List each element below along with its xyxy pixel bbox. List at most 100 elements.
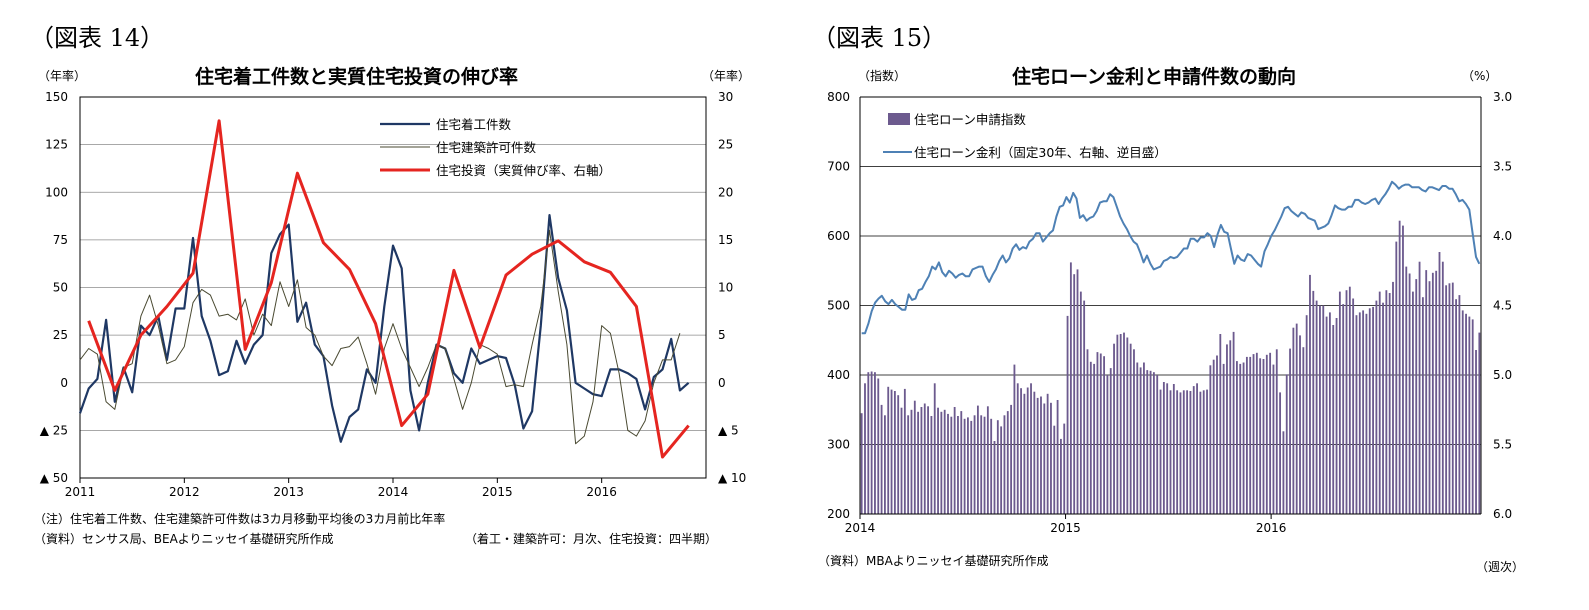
y-tick-right: 5.0 [1493,368,1512,382]
bar [930,416,933,514]
legend-swatch-bar [888,113,910,125]
bar [1348,286,1351,514]
x-tick-label: 2011 [65,485,96,499]
bar [1305,315,1308,514]
bar [920,407,923,514]
bar [1352,298,1355,514]
chart-title-right: 住宅ローン金利と申請件数の動向 [1012,66,1297,88]
bar [1176,390,1179,514]
bar [976,405,979,514]
y-tick-left: 500 [827,299,850,313]
y-tick-right: 3.0 [1493,90,1512,104]
bar [1043,403,1046,514]
bar [1418,261,1421,514]
bar [1226,344,1228,514]
bar [1199,391,1202,514]
bar [967,417,969,514]
y-tick-left: 400 [827,368,850,382]
bar [937,407,939,514]
y-tick-left: 700 [827,160,850,174]
y-tick-left: 800 [827,90,850,104]
note-right-1: （資料）MBAよりニッセイ基礎研究所作成 [818,554,1049,568]
bar [1152,372,1155,514]
bar [907,415,910,514]
bar [1123,332,1125,514]
y-tick-left: 25 [53,328,68,342]
bar [1272,364,1275,514]
bar [947,413,949,514]
bar [1186,390,1189,514]
y-tick-right: 5.5 [1493,438,1512,452]
bar [1415,279,1418,514]
bar [1079,291,1082,514]
bar [1143,362,1145,514]
y-tick-left: 75 [53,233,68,247]
bar [1033,391,1036,514]
bar [1438,252,1441,514]
bar [1109,368,1112,514]
bar [1103,356,1105,514]
bar [1166,383,1169,514]
bar [1229,340,1232,515]
bar [1465,313,1467,514]
y-tick-left: 50 [53,281,68,295]
y-tick-left: 300 [827,438,850,452]
bar [1368,308,1371,514]
figure-label-15: （図表 15） [812,24,947,52]
bar [1026,387,1029,514]
bar [1362,310,1365,514]
bar [1395,241,1398,514]
bar [1016,383,1019,514]
bar [900,407,903,514]
bar [1428,281,1431,514]
x-tick-label: 2014 [378,485,409,499]
bar [1239,363,1242,514]
bar [963,418,966,514]
bar [1212,359,1215,514]
bar [1000,426,1003,514]
bar [910,409,913,515]
bar [1471,319,1474,514]
bar [1133,349,1135,514]
bar [1279,392,1281,514]
bar [1053,425,1056,514]
bar [877,378,880,514]
bar [874,372,876,514]
bar [1299,335,1301,514]
bar [1020,388,1022,514]
bar [1196,383,1198,514]
bar [1328,312,1331,514]
bar [1076,269,1079,514]
y-tick-left: 100 [45,185,68,199]
bar [1222,363,1225,514]
bar [867,372,870,514]
bar [1385,290,1388,514]
bar [1113,343,1115,514]
legend-label-bar: 住宅ローン申請指数 [914,112,1026,127]
bar [1372,306,1374,514]
bar [1086,349,1089,514]
x-tick-label: 2016 [586,485,617,499]
figure-label-14: （図表 14） [30,24,165,52]
bar [1445,285,1448,514]
bar [1056,400,1059,514]
bar [1099,353,1102,514]
bar [1066,315,1069,514]
chart-title-left: 住宅着工件数と実質住宅投資の伸び率 [195,66,519,88]
bar [993,441,996,514]
bar [1325,316,1328,514]
bar [1309,274,1311,514]
bar [957,416,959,514]
y-tick-right: 20 [718,185,733,199]
bar [1435,270,1438,515]
y-tick-right: 4.0 [1493,229,1512,243]
bar [1392,281,1394,514]
bar [1146,370,1149,514]
bar [1073,274,1076,514]
x-tick-label: 2016 [1256,521,1287,535]
bar [1355,315,1358,514]
bar [1182,390,1185,514]
bar [1425,270,1428,514]
legend-label-rate: 住宅ローン金利（固定30年、右軸、逆目盛） [914,145,1167,160]
bar [1162,382,1165,514]
